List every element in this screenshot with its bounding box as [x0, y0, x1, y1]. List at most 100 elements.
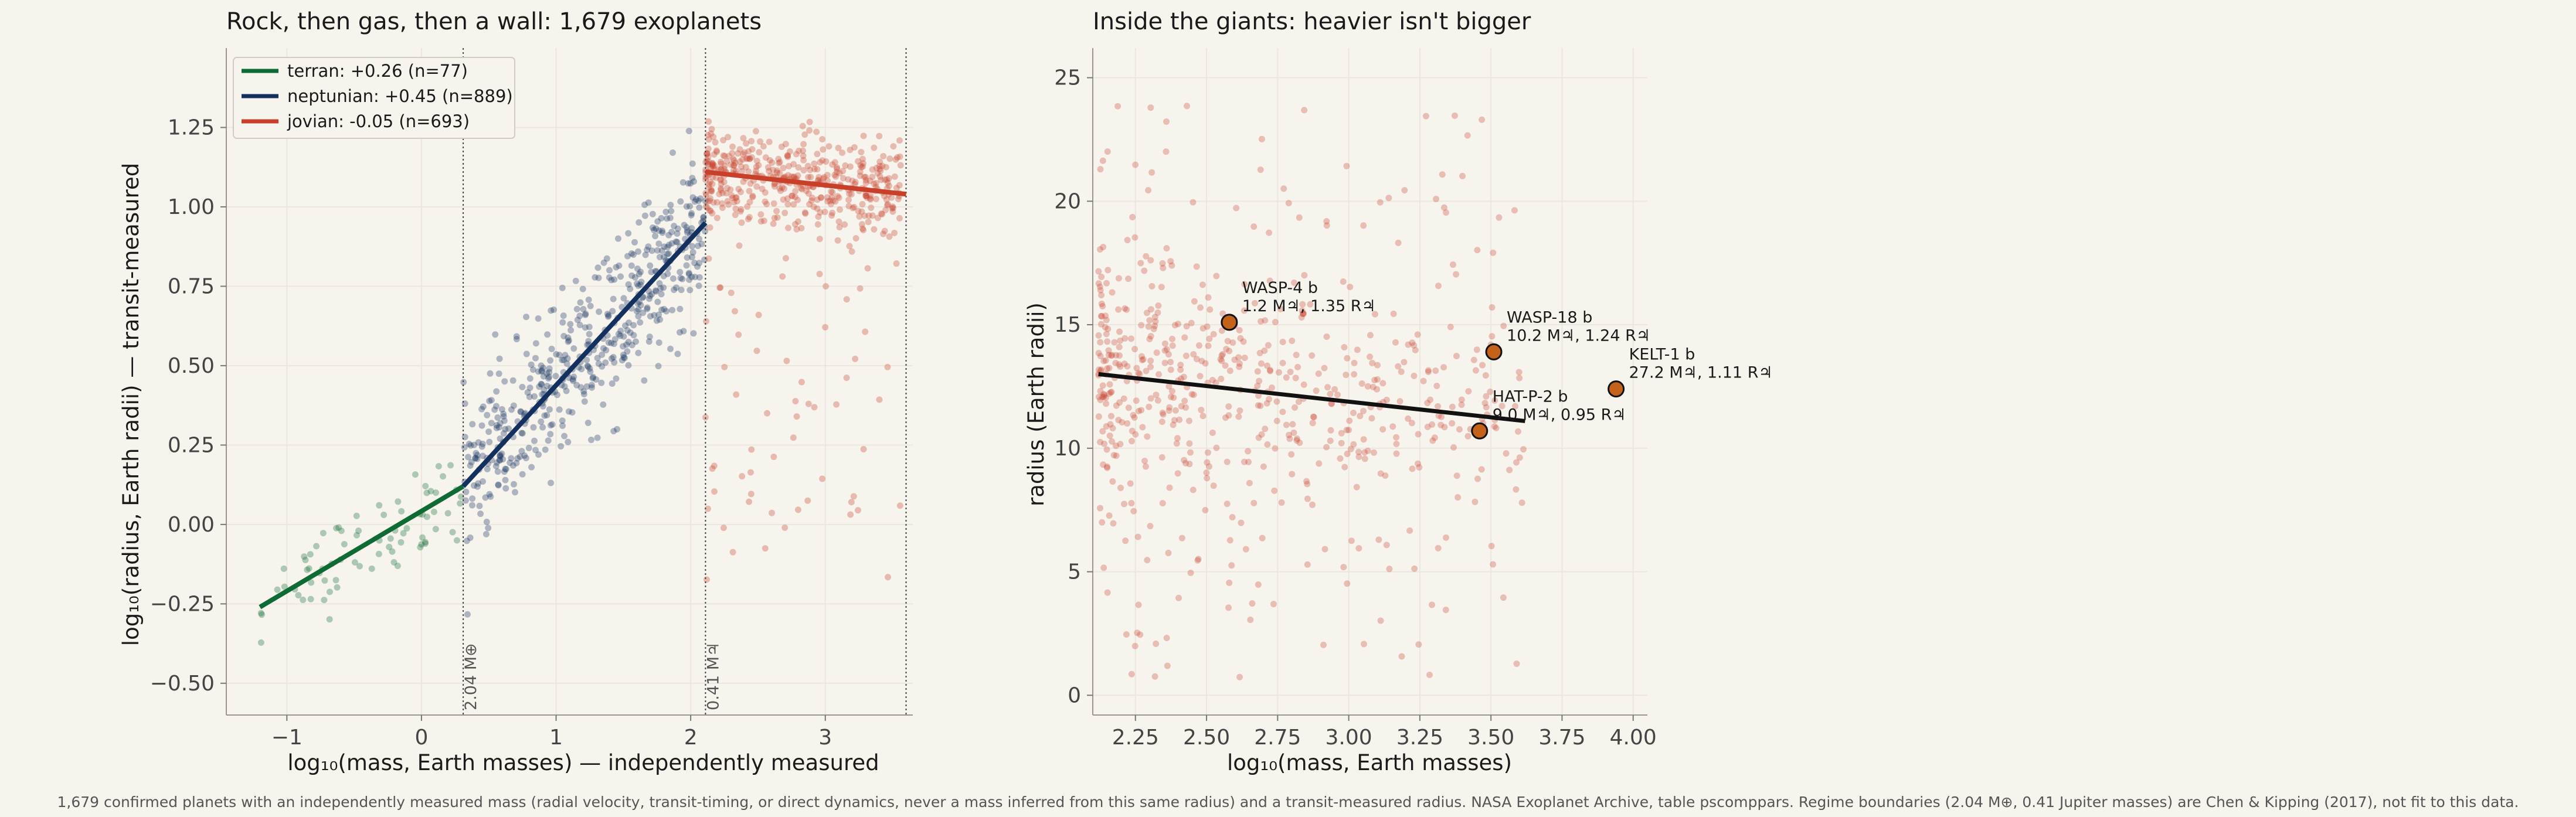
left-y-axis-label: log₁₀(radius, Earth radii) — transit-mea…	[118, 163, 144, 646]
data-point-jovian	[1245, 448, 1252, 455]
data-point-jovian	[1449, 420, 1456, 427]
data-point-jovian	[1190, 199, 1197, 206]
data-point-jovian	[1454, 494, 1462, 501]
data-point-jovian	[709, 159, 716, 166]
data-point-neptunian	[656, 280, 663, 287]
data-point-jovian	[1096, 246, 1103, 253]
data-point-jovian	[1255, 392, 1262, 399]
data-point-jovian	[1109, 478, 1116, 485]
data-point-jovian	[1279, 408, 1286, 416]
data-point-jovian	[721, 165, 728, 172]
data-point-jovian	[766, 138, 773, 145]
data-point-jovian	[857, 162, 864, 169]
data-point-jovian	[791, 193, 798, 200]
data-point-jovian	[1120, 395, 1127, 402]
data-point-jovian	[709, 162, 716, 169]
data-point-neptunian	[495, 424, 502, 431]
data-point-jovian	[867, 196, 874, 203]
data-point-jovian	[851, 144, 858, 151]
data-point-jovian	[859, 163, 866, 170]
data-point-jovian	[711, 462, 718, 469]
data-point-neptunian	[594, 264, 601, 271]
data-point-jovian	[746, 498, 753, 505]
data-point-jovian	[1483, 404, 1490, 411]
data-point-jovian	[1343, 372, 1350, 379]
data-point-terran	[257, 639, 264, 646]
y-tick-label: 1.00	[168, 195, 215, 219]
data-point-jovian	[1193, 263, 1200, 270]
data-point-jovian	[1382, 472, 1389, 479]
data-point-neptunian	[630, 322, 637, 329]
data-point-jovian	[1405, 415, 1412, 422]
data-point-jovian	[1141, 267, 1148, 274]
data-point-jovian	[1104, 365, 1111, 372]
data-point-neptunian	[605, 339, 612, 346]
data-point-jovian	[1390, 310, 1397, 317]
data-point-jovian	[834, 165, 841, 172]
data-point-jovian	[790, 201, 797, 208]
data-point-jovian	[1131, 234, 1139, 241]
data-point-neptunian	[493, 424, 500, 431]
data-point-neptunian	[561, 433, 568, 440]
data-point-jovian	[1393, 441, 1400, 448]
data-point-neptunian	[649, 210, 656, 217]
data-point-neptunian	[501, 378, 508, 385]
data-point-jovian	[1256, 349, 1263, 356]
data-point-neptunian	[497, 453, 504, 460]
data-point-jovian	[858, 148, 865, 155]
data-point-terran	[432, 489, 439, 496]
data-point-neptunian	[538, 368, 545, 375]
data-point-jovian	[878, 176, 885, 183]
data-point-neptunian	[485, 525, 492, 532]
data-point-jovian	[717, 284, 724, 291]
data-point-jovian	[1099, 519, 1106, 526]
data-point-jovian	[1292, 404, 1299, 411]
data-point-jovian	[1304, 561, 1311, 568]
data-point-terran	[307, 551, 314, 558]
data-point-neptunian	[497, 451, 504, 458]
data-point-jovian	[1122, 335, 1129, 342]
data-point-jovian	[867, 192, 874, 199]
data-point-jovian	[1127, 480, 1134, 487]
data-point-jovian	[1241, 354, 1248, 361]
data-point-jovian	[776, 159, 783, 166]
data-point-neptunian	[498, 406, 505, 413]
data-point-jovian	[711, 488, 718, 495]
data-point-neptunian	[519, 471, 526, 478]
data-point-jovian	[858, 208, 865, 215]
data-point-neptunian	[572, 277, 579, 284]
data-point-jovian	[1181, 397, 1188, 404]
data-point-jovian	[1097, 287, 1104, 294]
data-point-neptunian	[582, 311, 589, 318]
data-point-jovian	[704, 131, 711, 138]
data-point-neptunian	[610, 295, 617, 302]
data-point-neptunian	[647, 292, 654, 299]
data-point-neptunian	[511, 489, 518, 496]
data-point-jovian	[1367, 353, 1374, 360]
data-point-jovian	[1145, 187, 1152, 194]
data-point-neptunian	[616, 262, 623, 269]
data-point-jovian	[1447, 324, 1454, 331]
data-point-jovian	[801, 131, 808, 138]
data-point-jovian	[1464, 132, 1471, 139]
data-point-jovian	[706, 207, 713, 214]
data-point-jovian	[876, 173, 883, 180]
data-point-jovian	[788, 173, 795, 180]
planet-name-label: KELT-1 b	[1629, 346, 1695, 364]
data-point-jovian	[1114, 103, 1122, 110]
data-point-neptunian	[654, 218, 661, 225]
data-point-jovian	[1205, 342, 1212, 349]
data-point-jovian	[858, 221, 865, 228]
data-point-neptunian	[513, 333, 520, 340]
data-point-jovian	[725, 201, 732, 208]
data-point-jovian	[717, 176, 724, 183]
data-point-jovian	[753, 164, 760, 171]
data-point-jovian	[1103, 446, 1110, 453]
data-point-terran	[300, 597, 307, 604]
data-point-neptunian	[611, 276, 618, 283]
data-point-jovian	[782, 141, 789, 148]
data-point-jovian	[834, 164, 841, 171]
data-point-jovian	[770, 166, 777, 173]
data-point-jovian	[1226, 348, 1233, 355]
data-point-neptunian	[600, 401, 607, 408]
